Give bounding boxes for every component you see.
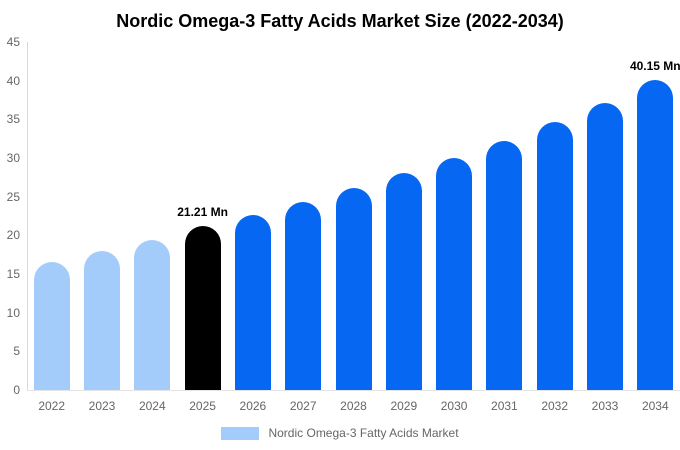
bar-2033[interactable] bbox=[587, 103, 623, 390]
y-axis-line bbox=[27, 42, 28, 390]
x-tick-label-2032: 2032 bbox=[541, 399, 569, 413]
bar-2027[interactable] bbox=[285, 202, 322, 390]
bar-2026[interactable] bbox=[234, 215, 271, 390]
bar-2030[interactable] bbox=[436, 158, 473, 390]
bar-2023[interactable] bbox=[84, 250, 120, 390]
legend-label: Nordic Omega-3 Fatty Acids Market bbox=[268, 426, 459, 440]
y-tick-label: 30 bbox=[6, 151, 20, 165]
y-tick-label: 40 bbox=[6, 73, 20, 88]
bar-2032[interactable] bbox=[536, 122, 573, 390]
y-tick-label: 20 bbox=[6, 228, 20, 243]
x-axis-line bbox=[27, 390, 680, 391]
bar-2025[interactable] bbox=[184, 225, 221, 390]
x-tick-label-2031: 2031 bbox=[491, 399, 518, 413]
x-tick-label-2034: 2034 bbox=[641, 399, 669, 413]
y-tick-label: 25 bbox=[6, 189, 20, 204]
x-tick-label-2025: 2025 bbox=[189, 399, 216, 413]
y-tick-label: 0 bbox=[13, 383, 20, 397]
bar-2022[interactable] bbox=[33, 261, 70, 390]
data-label-2025: 21.21 Mn bbox=[177, 204, 228, 219]
x-tick-label-2023: 2023 bbox=[88, 399, 116, 413]
y-tick-label: 15 bbox=[6, 267, 20, 281]
x-tick-label-2027: 2027 bbox=[289, 399, 317, 413]
bar-2028[interactable] bbox=[335, 188, 372, 390]
x-tick-label-2029: 2029 bbox=[390, 399, 418, 413]
bar-2029[interactable] bbox=[385, 173, 422, 390]
bar-2034[interactable] bbox=[637, 79, 674, 390]
x-tick-label-2024: 2024 bbox=[138, 399, 166, 413]
x-tick-label-2028: 2028 bbox=[340, 399, 367, 413]
y-tick-label: 10 bbox=[6, 305, 20, 320]
bar-2024[interactable] bbox=[134, 239, 171, 390]
chart-title: Nordic Omega-3 Fatty Acids Market Size (… bbox=[116, 11, 564, 31]
y-tick-label: 35 bbox=[6, 112, 20, 127]
x-tick-label-2022: 2022 bbox=[38, 399, 66, 413]
chart-legend[interactable]: Nordic Omega-3 Fatty Acids Market bbox=[0, 426, 680, 440]
legend-swatch-icon bbox=[221, 426, 260, 440]
x-tick-label-2033: 2033 bbox=[591, 399, 619, 413]
x-tick-label-2030: 2030 bbox=[440, 399, 468, 413]
y-tick-label: 45 bbox=[6, 35, 20, 49]
data-label-2034: 40.15 Mn bbox=[629, 58, 680, 73]
y-tick-label: 5 bbox=[13, 344, 20, 359]
bar-2031[interactable] bbox=[486, 140, 523, 390]
x-tick-label-2026: 2026 bbox=[239, 399, 267, 413]
